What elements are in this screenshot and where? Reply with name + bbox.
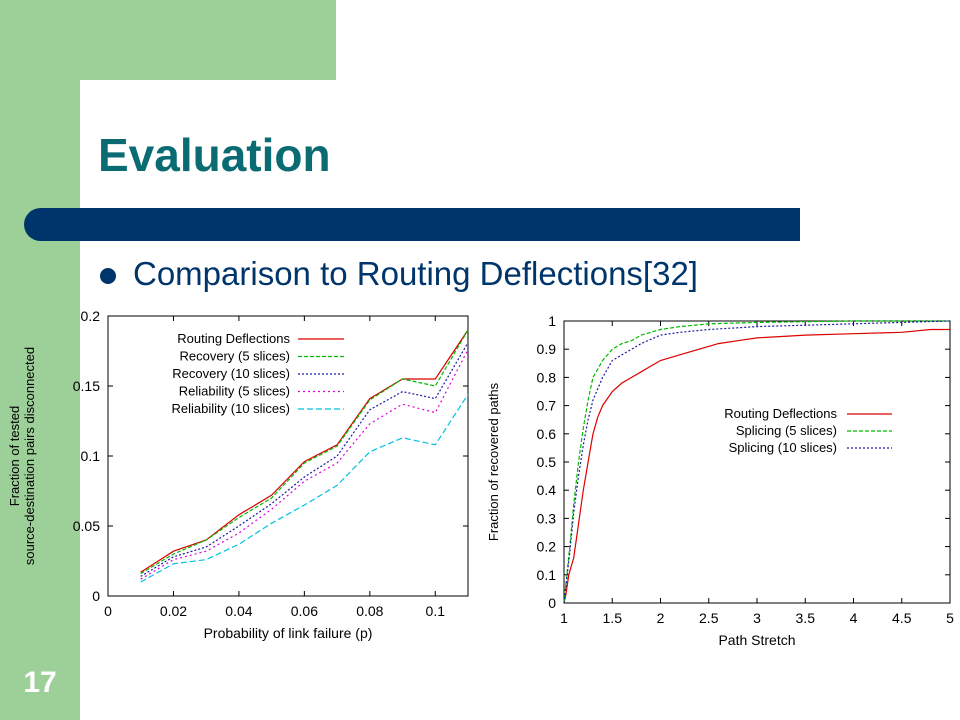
legend-label: Recovery (5 slices) [179,349,290,364]
series-line-3 [563,320,951,604]
series-line-4 [140,349,469,580]
legend-label: Splicing (5 slices) [736,423,837,438]
y-tick-label: 0.1 [537,567,557,583]
y-tick-label: 0.15 [73,378,100,394]
x-tick-label: 1.5 [603,610,623,626]
y-tick-label: 0.2 [537,539,557,555]
y-axis-label: Fraction of testedsource-destination pai… [7,347,37,565]
y-tick-label: 0.3 [537,510,557,526]
x-tick-label: 2 [657,610,665,626]
y-tick-label: 0.9 [537,341,557,357]
y-tick-label: 0.7 [537,398,557,414]
y-tick-label: 1 [548,313,556,329]
slide-title: Evaluation [98,129,331,181]
bullet-text: Comparison to Routing Deflections[32] [133,255,698,292]
y-tick-label: 0.8 [537,369,557,385]
x-tick-label: 2.5 [699,610,719,626]
legend-label: Reliability (10 slices) [172,401,290,416]
x-tick-label: 3.5 [796,610,816,626]
x-tick-label: 0.1 [426,603,446,619]
series-line-3 [140,342,469,577]
y-tick-label: 0.2 [81,308,101,324]
x-tick-label: 5 [946,610,954,626]
series-line-5 [140,394,469,583]
legend-label: Splicing (10 slices) [729,440,837,455]
slide-number: 17 [23,666,57,699]
x-axis-label: Path Stretch [718,632,795,648]
series-line-1 [140,329,469,573]
x-tick-label: 0.08 [356,603,383,619]
disconnection-chart: 0 0.02 0.04 0.06 0.08 0.1 0 0.05 0.1 0.15 0.2 Proba… [7,308,469,641]
plot-frame [563,320,951,604]
series-line-1 [563,328,950,604]
x-tick-label: 4.5 [892,610,912,626]
x-tick-label: 4 [850,610,858,626]
x-tick-label: 0 [104,603,112,619]
title-underline-bar [24,208,800,241]
y-tick-label: 0.05 [73,518,100,534]
legend-label: Routing Deflections [724,406,837,421]
x-tick-label: 0.04 [225,603,252,619]
x-tick-label: 0.06 [291,603,318,619]
legend-label: Reliability (5 slices) [179,384,290,399]
y-tick-label: 0.4 [537,482,557,498]
series-line-2 [140,329,469,575]
y-tick-label: 0.5 [537,454,557,470]
y-axis-label: Fraction of recovered paths [486,382,501,541]
y-tick-label: 0 [92,588,100,604]
y-tick-label: 0.1 [81,448,101,464]
x-tick-label: 0.02 [160,603,187,619]
slide-number-box [0,655,80,720]
left-sidebar-decoration [0,0,80,720]
x-tick-label: 1 [560,610,568,626]
x-tick-label: 3 [753,610,761,626]
legend-label: Routing Deflections [177,331,290,346]
bullet-icon [100,268,116,284]
legend-label: Recovery (10 slices) [172,366,290,381]
y-tick-label: 0 [548,595,556,611]
series-line-2 [563,320,950,604]
x-axis-label: Probability of link failure (p) [204,625,373,641]
path-stretch-chart: 1 1.5 2 2.5 3 3.5 4 4.5 5 0 0.1 0.2 0.3 0.4 0.5 0.6 0.7 0… [486,313,954,648]
y-tick-label: 0.6 [537,426,557,442]
